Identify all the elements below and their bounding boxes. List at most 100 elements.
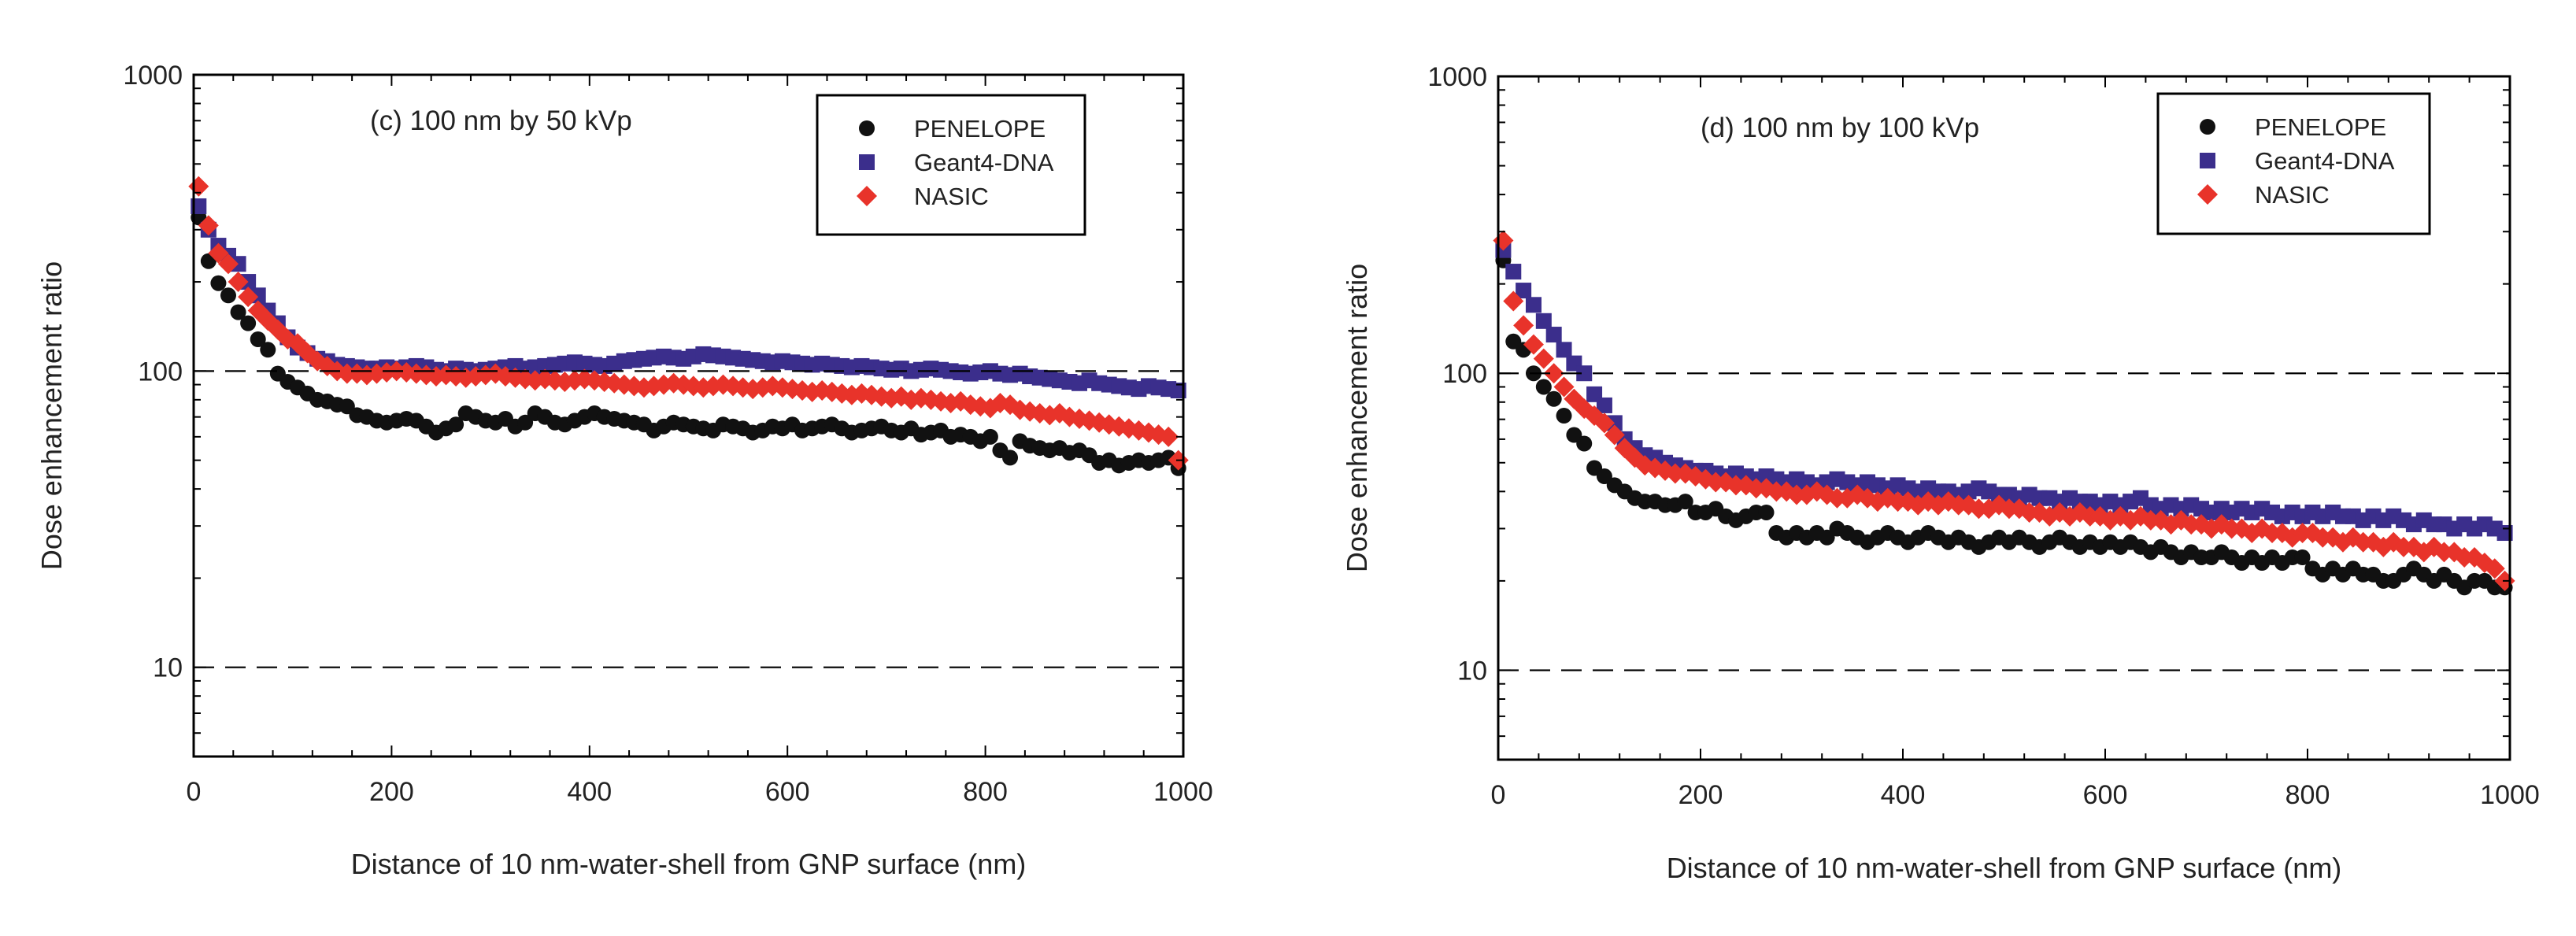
panel-c-legend-symbol-penelope [859, 120, 875, 136]
panel-d-point-geant4-dna [1525, 297, 1542, 313]
panel-d-x-tick-label: 800 [2285, 780, 2330, 810]
panel-d-point-penelope [1819, 529, 1835, 546]
panel-d-point-nasic [1593, 413, 1615, 434]
panel-d-y-axis-title: Dose enhancement ratio [1341, 264, 1373, 572]
panel-d-legend-symbol-nasic [2197, 184, 2218, 205]
panel-c-legend-label-penelope: PENELOPE [914, 115, 1046, 142]
panel-d-point-geant4-dna [1516, 283, 1532, 299]
panel-c-legend-label-nasic: NASIC [914, 183, 989, 210]
panel-d-x-tick-label: 400 [1881, 780, 1926, 810]
panel-d-legend-label-geant4-dna: Geant4-DNA [2255, 147, 2395, 175]
panel-d-legend-symbol-penelope [2200, 119, 2215, 135]
panel-c-point-nasic [198, 215, 219, 236]
panel-c-y-tick-label: 1000 [123, 61, 183, 91]
panel-d-x-tick-label: 600 [2083, 780, 2128, 810]
panel-c-y-tick-label: 100 [138, 357, 183, 387]
panel-c-legend-entry-penelope: PENELOPE [859, 115, 1046, 142]
panel-d-legend-marker-penelope [2200, 119, 2215, 135]
panel-d-point-penelope [1545, 390, 1562, 407]
panel-c-point-penelope [448, 416, 464, 433]
panel-d-point-penelope [1596, 468, 1612, 485]
panel-c-point-nasic [228, 272, 249, 293]
panel-c-legend-entry-nasic: NASIC [857, 183, 989, 210]
panel-d-point-penelope [1677, 494, 1693, 510]
panel-c-x-tick-label: 800 [963, 777, 1008, 807]
panel-c-point-penelope [1002, 450, 1019, 466]
panel-d-point-penelope [1758, 504, 1775, 520]
panel-c-point-nasic [1158, 426, 1179, 447]
panel-d-point-penelope [1556, 408, 1572, 424]
panel-d-reference-lines [1498, 372, 2510, 671]
panel-d-legend-marker-nasic [2197, 184, 2218, 205]
panel-d: 0 200 400 600 800 1000 10 100 1000 (d) 100 nm by… [1341, 62, 2540, 884]
panel-c-y-tick-label: 10 [153, 653, 183, 683]
panel-c-legend-label-geant4-dna: Geant4-DNA [914, 149, 1054, 176]
panel-d-y-tick-label: 10 [1457, 656, 1487, 686]
panel-c-legend-marker-nasic [857, 186, 877, 206]
panel-d-legend: PENELOPE Geant4-DNA NASIC [2156, 92, 2431, 235]
panel-c-x-tick-label: 1000 [1153, 777, 1213, 807]
panel-d-point-nasic [1533, 348, 1554, 369]
panel-d-point-nasic [1553, 376, 1575, 398]
panel-c-legend-symbol-nasic [857, 186, 877, 206]
panel-d-legend-label-penelope: PENELOPE [2255, 113, 2386, 141]
panel-c-point-penelope [210, 275, 227, 291]
panel-d-point-penelope [2294, 549, 2311, 566]
panel-c-plot-frame [192, 73, 1185, 758]
panel-d-point-nasic [2484, 558, 2505, 579]
panel-c-point-nasic [950, 390, 972, 412]
panel-c-point-penelope [220, 287, 236, 304]
panel-d-legend-entry-penelope: PENELOPE [2200, 113, 2386, 141]
panel-c-x-tick-label: 200 [369, 777, 414, 807]
panel-d-annotation: (d) 100 nm by 100 kVp [1701, 113, 1979, 143]
panel-c-point-nasic [217, 253, 239, 275]
panel-c-annotation: (c) 100 nm by 50 kVp [370, 105, 632, 136]
panel-d-y-tick-label: 1000 [1427, 62, 1487, 92]
panel-d-x-tick-label: 200 [1678, 780, 1723, 810]
panel-d-point-geant4-dna [1505, 264, 1522, 280]
panel-d-point-nasic [1513, 315, 1534, 336]
panel-d-plot-frame [1497, 75, 2511, 761]
panel-d-point-geant4-dna [1535, 313, 1552, 329]
panel-c-x-tick-label: 0 [187, 777, 202, 807]
panel-c-point-penelope [517, 414, 534, 431]
panel-d-point-geant4-dna [1596, 397, 1612, 413]
panel-d-y-tick-label: 100 [1442, 359, 1487, 389]
panel-d-x-tick-label: 1000 [2480, 780, 2540, 810]
panel-c-point-nasic [851, 383, 872, 404]
panel-d-x-axis-title: Distance of 10 nm-water-shell from GNP s… [1667, 852, 2342, 884]
panel-c-point-nasic [208, 242, 229, 264]
panel-c-legend-entry-geant4-dna: Geant4-DNA [859, 149, 1054, 176]
panel-d-point-penelope [1535, 379, 1552, 395]
panel-c-point-penelope [240, 315, 257, 331]
panel-c-x-tick-label: 400 [567, 777, 612, 807]
panel-c-point-nasic [792, 380, 813, 401]
panel-c-x-axis-title: Distance of 10 nm-water-shell from GNP s… [351, 848, 1027, 880]
panel-c-reference-lines [194, 370, 1183, 668]
panel-c-point-penelope [982, 428, 998, 445]
panel-c-point-nasic [238, 287, 259, 308]
panel-d-axes: 0 200 400 600 800 1000 10 100 1000 [1427, 62, 2539, 810]
panel-c-legend: PENELOPE Geant4-DNA NASIC [816, 94, 1086, 236]
panel-d-point-nasic [1543, 363, 1564, 384]
panel-c-legend-marker-geant4-dna [859, 154, 875, 170]
panel-c-point-nasic [920, 389, 942, 410]
panel-d-x-tick-label: 0 [1491, 780, 1506, 810]
panel-d-legend-symbol-geant4-dna [2200, 153, 2215, 168]
panel-d-point-penelope [1576, 435, 1593, 452]
panel-c-point-nasic [831, 383, 853, 404]
panel-c-legend-marker-penelope [859, 120, 875, 136]
panel-d-legend-entry-nasic: NASIC [2197, 181, 2330, 209]
panel-c: 0 200 400 600 800 1000 10 100 1000 (c) 100 nm by… [35, 61, 1213, 880]
panel-d-point-nasic [1604, 424, 1625, 446]
panel-d-point-nasic [1503, 290, 1524, 312]
panel-d-legend-entry-geant4-dna: Geant4-DNA [2200, 147, 2395, 175]
panel-d-point-geant4-dna [1576, 365, 1593, 382]
panel-c-point-penelope [230, 304, 246, 320]
panel-d-data-marks [1493, 230, 2515, 596]
panel-c-y-axis-title: Dose enhancement ratio [35, 261, 68, 570]
panel-d-point-geant4-dna [1545, 327, 1562, 343]
